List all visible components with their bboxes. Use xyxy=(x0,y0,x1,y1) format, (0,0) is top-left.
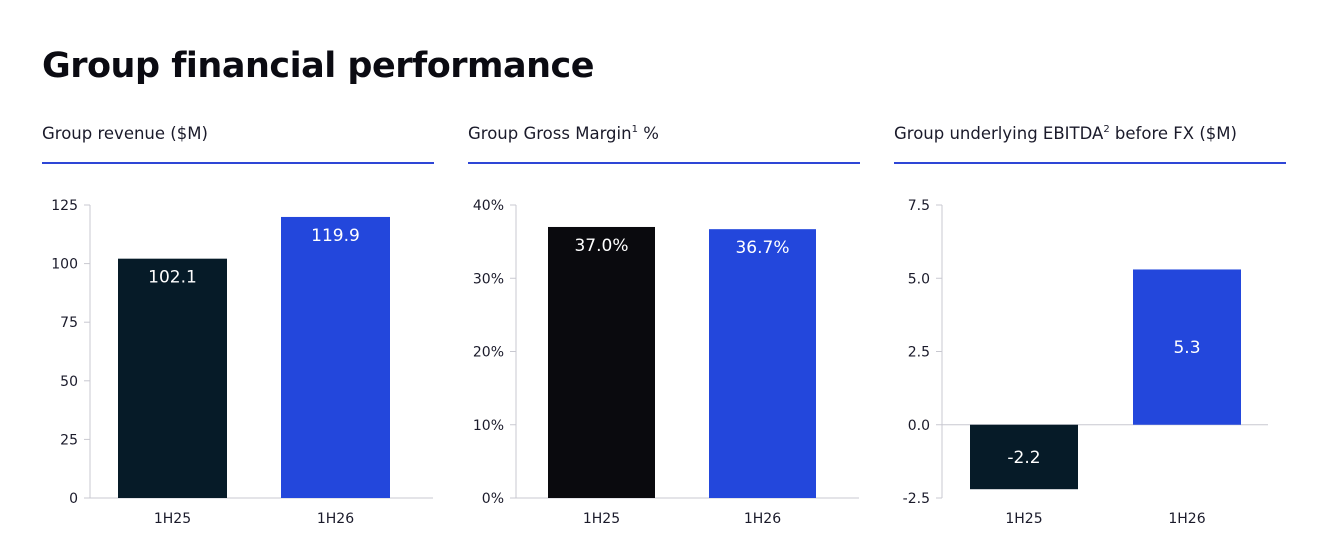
x-tick-label: 1H25 xyxy=(1005,511,1042,527)
chart-title-text: Group underlying EBITDA xyxy=(894,124,1104,143)
gross-margin-bar-chart: 0% 10% 20% 30% 40% 37.0% 1H25 36.7% 1H26 xyxy=(473,198,859,527)
y-tick-label: 30% xyxy=(473,271,504,287)
chart-title-suffix: % xyxy=(637,124,659,143)
data-label: 37.0% xyxy=(574,236,628,256)
y-tick-label: 5.0 xyxy=(908,271,930,287)
x-tick-label: 1H25 xyxy=(154,511,191,527)
y-tick-label: 2.5 xyxy=(908,345,930,361)
y-tick-label: 20% xyxy=(473,345,504,361)
chart-title-gross-margin: Group Gross Margin1 % xyxy=(468,124,659,143)
y-tick-label: 40% xyxy=(473,198,504,214)
bar xyxy=(118,258,227,498)
data-label: 36.7% xyxy=(735,238,789,258)
data-label: -2.2 xyxy=(1007,448,1040,468)
y-tick-label: 25 xyxy=(60,432,78,448)
x-tick-label: 1H26 xyxy=(317,511,354,527)
x-tick-label: 1H26 xyxy=(744,511,781,527)
bar xyxy=(281,216,390,498)
x-tick-label: 1H26 xyxy=(1168,511,1205,527)
y-tick-label: 10% xyxy=(473,418,504,434)
y-tick-label: 0 xyxy=(69,491,78,507)
chart-title-suffix: before FX ($M) xyxy=(1109,124,1237,143)
chart-title-footnote: 1 xyxy=(631,124,638,135)
y-tick-label: 0% xyxy=(482,491,504,507)
chart-title-text: Group revenue ($M) xyxy=(42,124,208,143)
bar xyxy=(548,226,655,498)
data-label: 102.1 xyxy=(148,268,197,288)
bar xyxy=(709,229,816,499)
y-tick-label: 7.5 xyxy=(908,198,930,214)
y-tick-label: 125 xyxy=(51,198,78,214)
y-tick-label: 50 xyxy=(60,374,78,390)
y-tick-label: 0.0 xyxy=(908,418,930,434)
chart-title-ebitda: Group underlying EBITDA2 before FX ($M) xyxy=(894,124,1237,143)
bar xyxy=(1133,269,1241,425)
page-title: Group financial performance xyxy=(42,46,595,86)
x-tick-label: 1H25 xyxy=(583,511,620,527)
y-tick-label: -2.5 xyxy=(903,491,930,507)
chart-title-revenue: Group revenue ($M) xyxy=(42,124,208,143)
chart-rule xyxy=(894,162,1286,164)
bar xyxy=(970,424,1078,490)
data-label: 119.9 xyxy=(311,226,360,246)
revenue-bar-chart: 0 25 50 75 100 125 102.1 1H25 119.9 1H26 xyxy=(51,198,433,527)
y-tick-label: 100 xyxy=(51,257,78,273)
y-tick-label: 75 xyxy=(60,315,78,331)
chart-title-footnote: 2 xyxy=(1103,124,1110,135)
chart-title-text: Group Gross Margin xyxy=(468,124,632,143)
ebitda-bar-chart: -2.5 0.0 2.5 5.0 7.5 -2.2 1H25 5.3 1H26 xyxy=(903,198,1268,527)
chart-rule xyxy=(468,162,860,164)
data-label: 5.3 xyxy=(1173,338,1200,358)
chart-rule xyxy=(42,162,434,164)
